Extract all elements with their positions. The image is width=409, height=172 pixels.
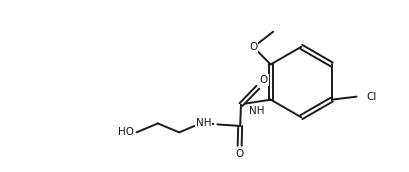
Text: O: O bbox=[249, 42, 257, 52]
Text: Cl: Cl bbox=[366, 92, 376, 102]
Text: HO: HO bbox=[117, 127, 133, 137]
Text: O: O bbox=[259, 75, 267, 85]
Text: O: O bbox=[235, 149, 243, 159]
Text: NH: NH bbox=[196, 118, 211, 128]
Text: NH: NH bbox=[249, 106, 264, 116]
